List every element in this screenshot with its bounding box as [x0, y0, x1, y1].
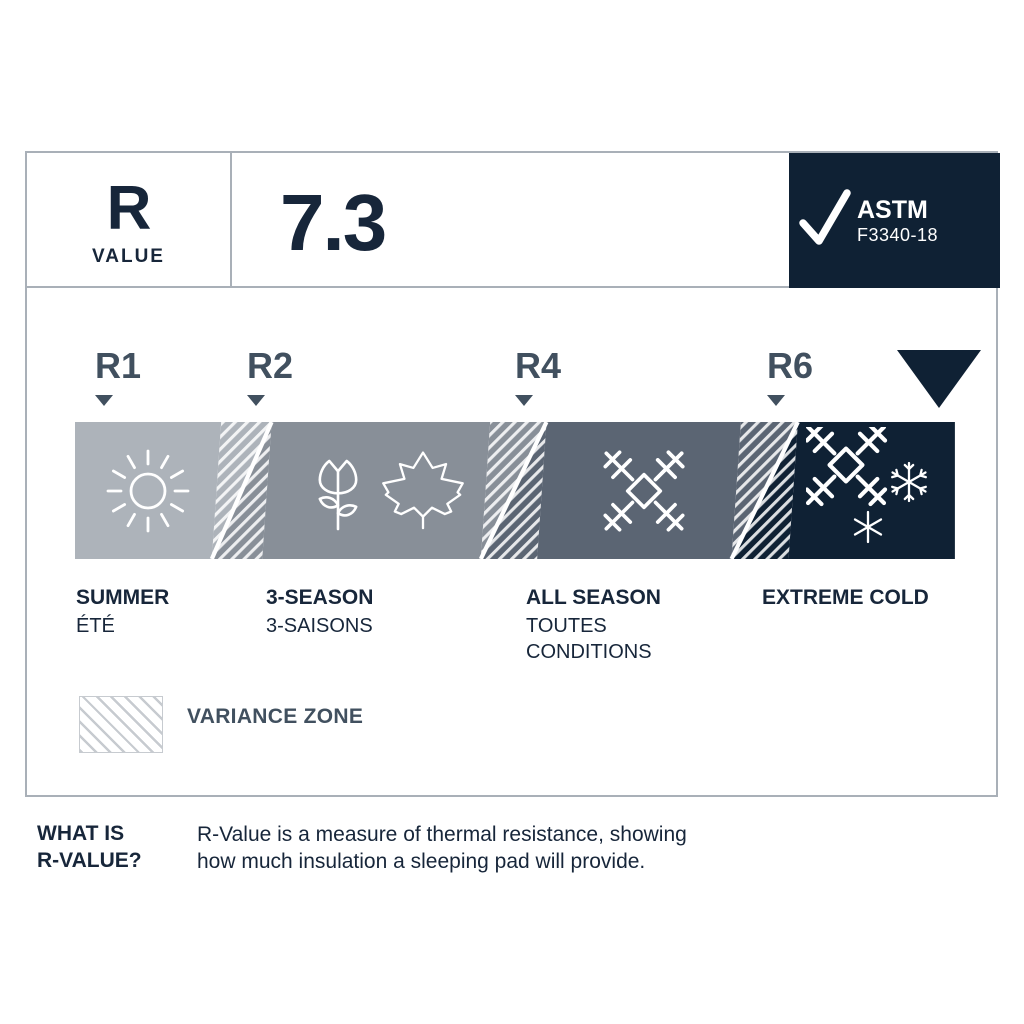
svg-text:ASTM: ASTM [857, 196, 928, 224]
svg-text:F3340-18: F3340-18 [857, 225, 938, 245]
